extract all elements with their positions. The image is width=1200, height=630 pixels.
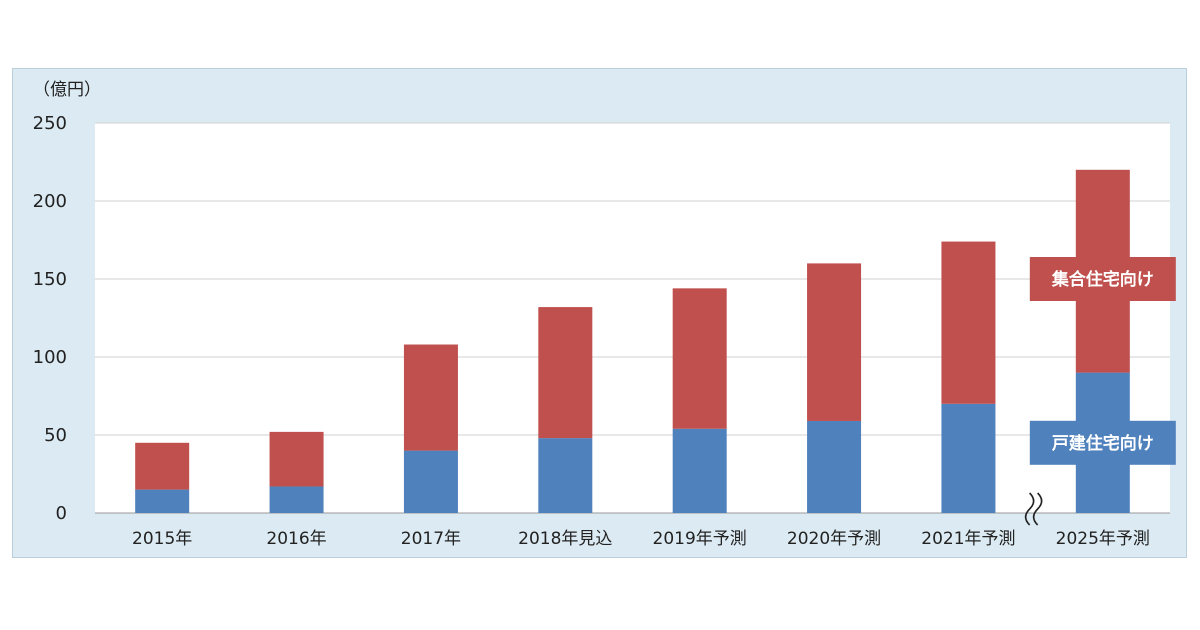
stacked-bar-chart: （億円） 0 50 100 150 200 250 2015年 2016年 2017年 2018… (33, 80, 1176, 549)
y-axis-unit-label: （億円） (33, 80, 101, 100)
x-category-label: 2016年 (266, 529, 326, 549)
legend-label: 集合住宅向け (1051, 269, 1154, 290)
x-category-label: 2015年 (132, 529, 192, 549)
bar-segment-detached (941, 403, 996, 513)
bar-segment-multi-family (135, 442, 190, 490)
bar-segment-detached (403, 450, 458, 513)
y-tick-label: 100 (33, 347, 67, 368)
bar-segment-detached (135, 489, 190, 513)
bar-segment-detached (672, 428, 727, 513)
bar-segment-multi-family (672, 288, 727, 429)
plot-area (95, 123, 1170, 513)
y-tick-label: 50 (44, 425, 67, 446)
x-category-label: 2017年 (401, 529, 461, 549)
y-tick-label: 150 (33, 269, 67, 290)
bar-segment-detached (807, 420, 862, 513)
y-tick-label: 200 (33, 191, 67, 212)
y-tick-label: 0 (56, 503, 67, 524)
x-category-label: 2019年予測 (653, 529, 747, 549)
y-tick-label: 250 (33, 113, 67, 134)
bar-segment-detached (538, 438, 593, 513)
bar-segment-multi-family (403, 344, 458, 451)
axis-break-mark (1024, 492, 1043, 526)
legend-box-detached (1029, 420, 1176, 465)
x-category-label: 2021年予測 (921, 529, 1015, 549)
bar-segment-multi-family (807, 263, 862, 421)
x-category-label: 2025年予測 (1056, 529, 1150, 549)
bar-segment-multi-family (269, 431, 324, 487)
chart-panel: （億円） 0 50 100 150 200 250 2015年 2016年 2017年 2018… (12, 68, 1187, 558)
x-category-label: 2020年予測 (787, 529, 881, 549)
x-category-label: 2018年見込 (518, 529, 612, 549)
bar-segment-multi-family (941, 241, 996, 404)
bar-segment-multi-family (538, 307, 593, 439)
legend-box-multi-family (1029, 257, 1176, 301)
bar-segment-detached (269, 486, 324, 513)
legend-label: 戸建住宅向け (1052, 433, 1154, 454)
